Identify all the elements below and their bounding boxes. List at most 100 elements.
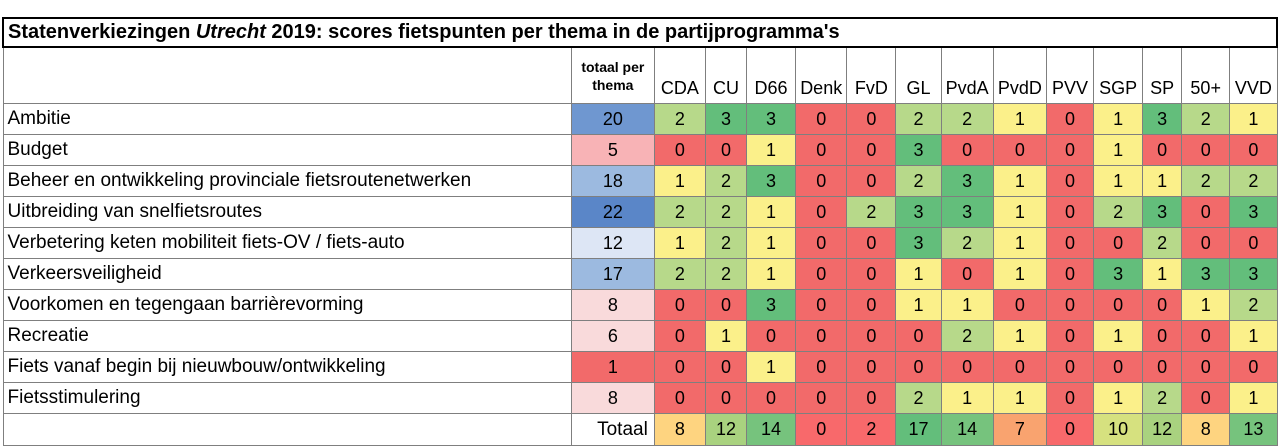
header-party-d66: D66 xyxy=(745,46,797,104)
party-total-cell: 8 xyxy=(653,413,707,446)
score-cell: 0 xyxy=(1045,289,1095,321)
header-party-vvd: VVD xyxy=(1229,46,1278,104)
header-party-50: 50+ xyxy=(1181,46,1231,104)
score-cell: 1 xyxy=(895,289,942,321)
totals-row: Totaal 8 12 14 0 2 17 14 7 0 10 12 8 13 xyxy=(2,413,1278,446)
score-cell: 0 xyxy=(846,134,897,166)
theme-total-cell: 18 xyxy=(570,165,655,197)
score-cell: 0 xyxy=(1181,320,1231,352)
score-cell: 0 xyxy=(895,351,942,383)
score-cell: 0 xyxy=(846,227,897,259)
score-cell: 1 xyxy=(895,258,942,290)
party-total-cell: 14 xyxy=(745,413,797,446)
score-cell: 0 xyxy=(992,289,1047,321)
score-cell: 0 xyxy=(1045,134,1095,166)
header-party-pvda: PvdA xyxy=(940,46,994,104)
theme-label: Verkeersveiligheid xyxy=(2,258,572,290)
score-cell: 2 xyxy=(1142,227,1183,259)
table-row: Uitbreiding van snelfietsroutes 22 2 2 1 0 2 3 3… xyxy=(2,196,1278,228)
party-total-cell: 7 xyxy=(992,413,1047,446)
score-cell: 1 xyxy=(940,382,994,414)
score-cell: 0 xyxy=(895,320,942,352)
theme-total-cell: 6 xyxy=(570,320,655,352)
score-cell: 0 xyxy=(1045,351,1095,383)
score-cell: 0 xyxy=(940,134,994,166)
score-cell: 0 xyxy=(795,382,848,414)
score-cell: 1 xyxy=(992,382,1047,414)
score-cell: 1 xyxy=(1142,165,1183,197)
table-row: Verkeersveiligheid 17 2 2 1 0 0 1 0 1 0 3 1 3 3 xyxy=(2,258,1278,290)
score-cell: 3 xyxy=(895,227,942,259)
score-cell: 0 xyxy=(1142,351,1183,383)
score-cell: 0 xyxy=(846,382,897,414)
title-part-italic: Utrecht xyxy=(195,21,266,43)
score-cell: 2 xyxy=(895,382,942,414)
score-cell: 1 xyxy=(1093,320,1144,352)
title-row: Statenverkiezingen Utrecht 2019: scores … xyxy=(2,17,1278,48)
score-cell: 1 xyxy=(992,165,1047,197)
score-cell: 1 xyxy=(1093,382,1144,414)
score-cell: 1 xyxy=(992,196,1047,228)
score-cell: 3 xyxy=(940,196,994,228)
score-cell: 1 xyxy=(1181,289,1231,321)
score-cell: 0 xyxy=(940,351,994,383)
score-cell: 2 xyxy=(1142,382,1183,414)
table-title: Statenverkiezingen Utrecht 2019: scores … xyxy=(2,17,1278,48)
score-cell: 0 xyxy=(846,289,897,321)
totals-label: Totaal xyxy=(570,413,655,446)
score-cell: 0 xyxy=(846,103,897,135)
score-cell: 1 xyxy=(745,227,797,259)
score-cell: 0 xyxy=(653,382,707,414)
score-cell: 1 xyxy=(745,196,797,228)
theme-label: Uitbreiding van snelfietsroutes xyxy=(2,196,572,228)
score-cell: 0 xyxy=(795,351,848,383)
score-cell: 0 xyxy=(795,103,848,135)
score-cell: 1 xyxy=(745,258,797,290)
theme-total-cell: 20 xyxy=(570,103,655,135)
score-cell: 2 xyxy=(705,196,747,228)
theme-total-cell: 12 xyxy=(570,227,655,259)
score-cell: 0 xyxy=(846,351,897,383)
theme-label: Budget xyxy=(2,134,572,166)
score-cell: 0 xyxy=(940,258,994,290)
header-party-pvv: PVV xyxy=(1045,46,1095,104)
score-cell: 1 xyxy=(940,289,994,321)
score-cell: 0 xyxy=(1045,258,1095,290)
score-cell: 1 xyxy=(653,227,707,259)
score-cell: 1 xyxy=(745,351,797,383)
score-cell: 3 xyxy=(1229,258,1278,290)
header-party-pvdd: PvdD xyxy=(992,46,1047,104)
score-cell: 0 xyxy=(1045,320,1095,352)
party-total-cell: 0 xyxy=(1045,413,1095,446)
header-party-sgp: SGP xyxy=(1093,46,1144,104)
party-total-cell: 17 xyxy=(895,413,942,446)
score-cell: 0 xyxy=(1045,196,1095,228)
totals-blank-cell xyxy=(2,413,572,446)
score-cell: 0 xyxy=(795,289,848,321)
header-total-per-theme: totaal per thema xyxy=(570,46,655,104)
score-cell: 0 xyxy=(1045,165,1095,197)
score-cell: 1 xyxy=(1229,320,1278,352)
score-cell: 3 xyxy=(1229,196,1278,228)
score-cell: 2 xyxy=(1229,165,1278,197)
theme-total-cell: 8 xyxy=(570,382,655,414)
table-row: Voorkomen en tegengaan barrièrevorming 8 0… xyxy=(2,289,1278,321)
score-cell: 0 xyxy=(1229,227,1278,259)
party-total-cell: 0 xyxy=(795,413,848,446)
score-cell: 3 xyxy=(1181,258,1231,290)
score-cell: 3 xyxy=(745,103,797,135)
table-row: Beheer en ontwikkeling provinciale fiets… xyxy=(2,165,1278,197)
score-cell: 2 xyxy=(940,227,994,259)
score-cell: 2 xyxy=(705,258,747,290)
score-cell: 1 xyxy=(1093,165,1144,197)
score-cell: 0 xyxy=(795,320,848,352)
theme-total-cell: 5 xyxy=(570,134,655,166)
score-cell: 3 xyxy=(745,165,797,197)
score-cell: 0 xyxy=(795,134,848,166)
score-cell: 2 xyxy=(705,227,747,259)
party-total-cell: 10 xyxy=(1093,413,1144,446)
score-cell: 0 xyxy=(653,289,707,321)
score-cell: 0 xyxy=(1045,227,1095,259)
score-cell: 0 xyxy=(745,382,797,414)
